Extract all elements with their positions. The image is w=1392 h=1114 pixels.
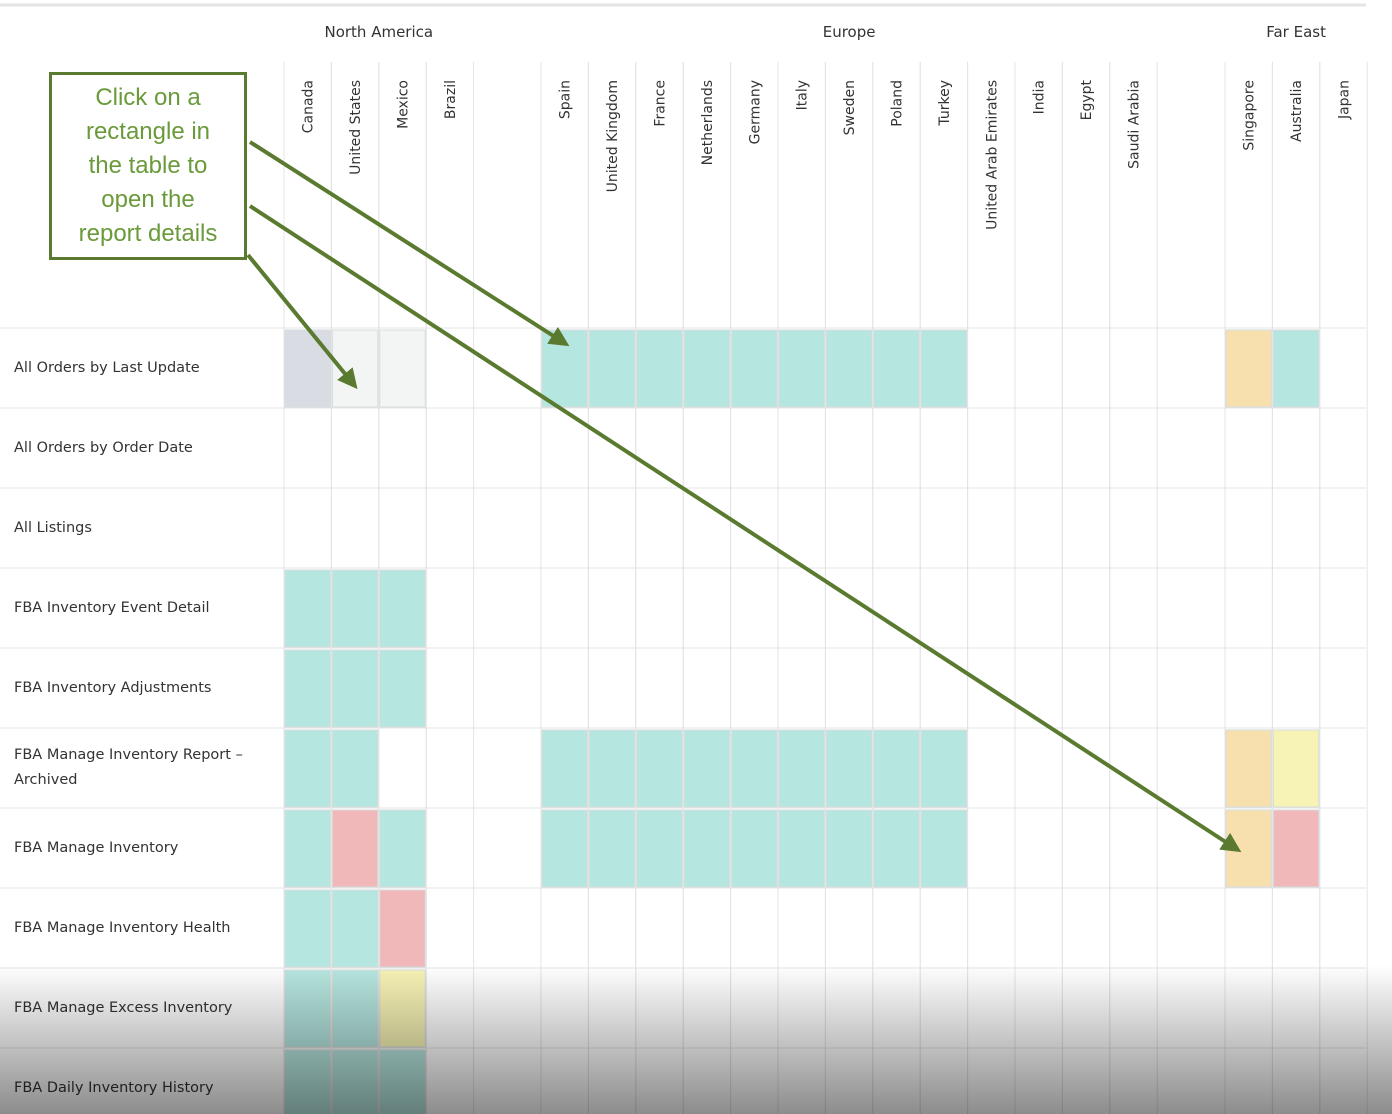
column-label: Brazil xyxy=(443,80,459,119)
column-label: Canada xyxy=(301,80,317,133)
cell xyxy=(331,649,379,728)
region-label: Europe xyxy=(823,23,876,41)
cell xyxy=(1272,729,1320,808)
cell xyxy=(331,729,379,808)
cell xyxy=(284,1049,331,1114)
cell xyxy=(331,889,379,968)
cell xyxy=(284,809,331,888)
cell xyxy=(379,809,426,888)
column-label: Spain xyxy=(558,80,574,119)
region-label: Far East xyxy=(1266,23,1326,41)
column-label: France xyxy=(653,80,669,127)
row-label: FBA Inventory Event Detail xyxy=(14,599,210,616)
cell xyxy=(284,969,331,1048)
cell xyxy=(825,809,873,888)
cell xyxy=(873,729,920,808)
cell xyxy=(541,729,588,808)
cell xyxy=(920,329,968,408)
row-label: FBA Inventory Adjustments xyxy=(14,679,212,696)
column-label: Saudi Arabia xyxy=(1127,80,1143,169)
row-label: FBA Daily Inventory History xyxy=(14,1079,214,1096)
cell xyxy=(331,969,379,1048)
row-label: FBA Manage Inventory Report – Archived xyxy=(14,747,243,788)
cell xyxy=(778,729,825,808)
column-label: Poland xyxy=(890,80,906,127)
column-label: India xyxy=(1032,80,1048,114)
cell xyxy=(588,729,636,808)
cell xyxy=(379,1049,426,1114)
cell xyxy=(825,729,873,808)
cell xyxy=(683,329,731,408)
cell xyxy=(588,329,636,408)
cell xyxy=(731,809,778,888)
cell xyxy=(731,729,778,808)
cell xyxy=(683,729,731,808)
cell xyxy=(284,889,331,968)
cell xyxy=(284,649,331,728)
cell xyxy=(379,969,426,1048)
column-label: Sweden xyxy=(842,80,858,135)
cell xyxy=(331,569,379,648)
cell xyxy=(920,729,968,808)
column-label: Singapore xyxy=(1242,80,1258,151)
callout-line: rectangle in xyxy=(85,118,211,145)
region-label: North America xyxy=(324,23,433,41)
cell xyxy=(379,889,426,968)
callout-line: open the xyxy=(101,186,195,213)
cell xyxy=(284,569,331,648)
cell xyxy=(778,329,825,408)
cell xyxy=(636,329,683,408)
cell xyxy=(331,1049,379,1114)
column-label: Germany xyxy=(747,80,763,144)
arrow xyxy=(248,204,1242,853)
cell xyxy=(284,729,331,808)
column-label: United Arab Emirates xyxy=(984,80,1000,230)
column-label: Australia xyxy=(1289,80,1305,142)
cell xyxy=(873,329,920,408)
column-label: Mexico xyxy=(396,80,412,129)
callout-line: report details xyxy=(78,220,218,247)
callout-line: the table to xyxy=(88,152,208,179)
column-label: United Kingdom xyxy=(605,80,621,192)
cell xyxy=(588,809,636,888)
row-label: FBA Manage Excess Inventory xyxy=(14,999,233,1016)
column-label: Turkey xyxy=(937,80,953,127)
column-label: Italy xyxy=(795,80,811,110)
row-label: All Listings xyxy=(14,519,92,536)
cell xyxy=(683,809,731,888)
column-label: Egypt xyxy=(1079,80,1095,121)
arrow xyxy=(248,140,570,347)
column-label: Netherlands xyxy=(700,80,716,165)
cell xyxy=(778,809,825,888)
callout: Click on a rectangle in the table to open t… xyxy=(49,72,247,260)
cell xyxy=(920,809,968,888)
cell xyxy=(379,649,426,728)
callout-line: Click on a xyxy=(95,84,201,111)
cell xyxy=(825,329,873,408)
cell xyxy=(1272,329,1320,408)
row-label: All Orders by Order Date xyxy=(14,439,193,456)
column-label: United States xyxy=(348,80,364,175)
cell xyxy=(541,809,588,888)
cell xyxy=(1272,809,1320,888)
cell xyxy=(731,329,778,408)
cell xyxy=(331,809,379,888)
cell xyxy=(873,809,920,888)
cell xyxy=(379,329,426,408)
row-label: FBA Manage Inventory Health xyxy=(14,919,231,936)
cell xyxy=(636,729,683,808)
row-label: FBA Manage Inventory xyxy=(14,839,179,856)
column-label: Japan xyxy=(1337,80,1353,120)
arrow xyxy=(246,253,358,390)
cell xyxy=(379,569,426,648)
row-label: All Orders by Last Update xyxy=(14,359,200,376)
cell xyxy=(1225,329,1272,408)
cell xyxy=(1225,729,1272,808)
cell xyxy=(636,809,683,888)
